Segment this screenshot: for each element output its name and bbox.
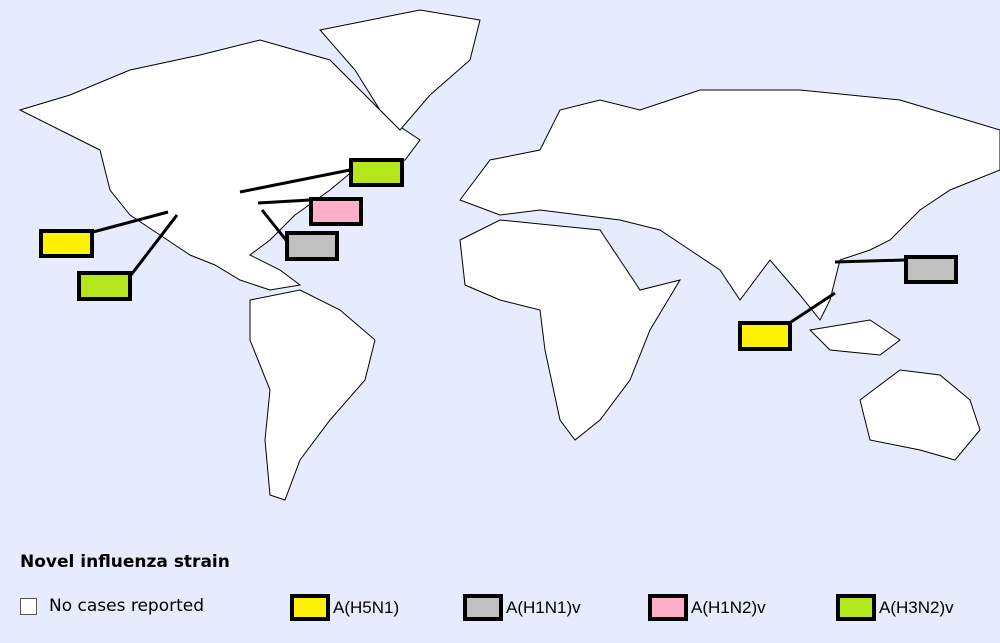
- legend-swatch-h1n1v: [463, 594, 503, 621]
- legend-item-h3n2v: A(H3N2)v: [836, 594, 954, 621]
- legend-label: No cases reported: [49, 596, 205, 616]
- callout-h5n1-vietnam: [738, 321, 792, 351]
- legend-item-h1n2v: A(H1N2)v: [648, 594, 766, 621]
- callout-h1n1v-east-us: [285, 231, 339, 261]
- north-america: [18, 39, 421, 291]
- callout-h3n2v-west-us: [77, 271, 132, 301]
- greenland: [319, 9, 481, 131]
- callout-lines: [92, 168, 906, 324]
- legend-title: Novel influenza strain: [20, 552, 230, 572]
- africa: [459, 219, 682, 441]
- legend-swatch-none: [20, 597, 37, 615]
- legend-item-h5n1: A(H5N1): [290, 594, 399, 621]
- callout-h1n1v-china: [904, 255, 958, 284]
- australia: [859, 369, 981, 461]
- legend-label: A(H1N1)v: [506, 597, 581, 617]
- legend-label: A(H5N1): [333, 597, 400, 617]
- legend-swatch-h3n2v: [836, 594, 876, 621]
- callout-h5n1-west-us: [39, 229, 94, 258]
- legend-swatch-h5n1: [290, 594, 330, 621]
- legend-item-no-cases: No cases reported: [20, 596, 204, 616]
- legend-item-h1n1v: A(H1N1)v: [463, 594, 581, 621]
- legend-label: A(H3N2)v: [879, 597, 954, 617]
- south-america: [249, 289, 376, 501]
- callout-boxes: [39, 158, 958, 351]
- southeast-asia-islands: [808, 319, 901, 356]
- legend-swatch-h1n2v: [648, 594, 688, 621]
- europe-asia: [459, 89, 1000, 321]
- callout-h3n2v-great-lakes: [349, 158, 404, 187]
- callout-h1n2v-east-us: [309, 197, 363, 226]
- continents: [18, 9, 1000, 501]
- legend-label: A(H1N2)v: [691, 597, 766, 617]
